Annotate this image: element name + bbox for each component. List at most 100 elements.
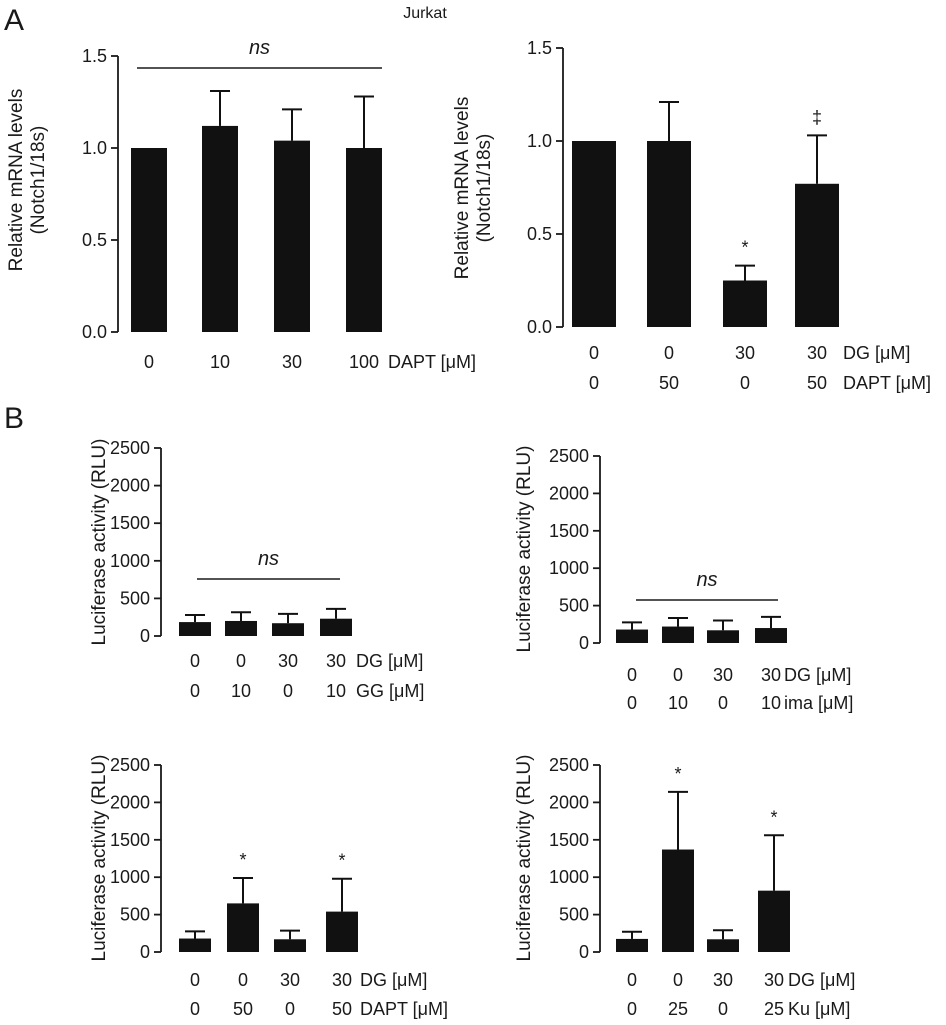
condition-value: 0	[627, 693, 637, 713]
condition-value: 0	[190, 970, 200, 990]
condition-value: 10	[326, 681, 346, 701]
significance-mark: *	[770, 807, 777, 827]
bar	[616, 629, 648, 643]
bar	[225, 620, 257, 636]
y-tick-label: 1000	[110, 551, 150, 571]
y-tick-label: 500	[559, 596, 589, 616]
condition-label: DG [μM]	[784, 665, 851, 685]
y-tick-label: 0	[579, 942, 589, 962]
y-axis-label: Relative mRNA levels	[452, 97, 473, 280]
y-tick-label: 1500	[110, 513, 150, 533]
y-axis-label: Luciferase activity (RLU)	[514, 446, 535, 653]
y-axis-label: Luciferase activity (RLU)	[514, 755, 535, 962]
condition-value: 0	[589, 343, 599, 363]
y-tick-label: 2000	[549, 792, 589, 812]
y-axis-label: (Notch1/18s)	[474, 134, 495, 243]
y-tick-label: 0.5	[82, 230, 107, 250]
condition-value: 0	[718, 693, 728, 713]
y-tick-label: 500	[559, 905, 589, 925]
condition-value: 0	[190, 651, 200, 671]
y-tick-label: 1500	[549, 830, 589, 850]
condition-value: 0	[236, 651, 246, 671]
condition-value: 30	[713, 665, 733, 685]
y-tick-label: 2500	[110, 755, 150, 775]
condition-value: 0	[589, 373, 599, 393]
condition-label: Ku [μM]	[788, 999, 850, 1019]
condition-label: DAPT [μM]	[388, 352, 476, 372]
condition-value: 100	[349, 352, 379, 372]
condition-value: 30	[713, 970, 733, 990]
y-axis-label: (Notch1/18s)	[28, 126, 49, 235]
y-axis-label: Luciferase activity (RLU)	[89, 755, 110, 962]
bar	[346, 148, 382, 332]
significance-mark: *	[674, 764, 681, 784]
y-tick-label: 2500	[549, 755, 589, 775]
bar	[723, 280, 767, 327]
y-tick-label: 2000	[110, 792, 150, 812]
y-tick-label: 1.5	[82, 46, 107, 66]
y-axis-label: Relative mRNA levels	[6, 89, 27, 272]
condition-value: 10	[231, 681, 251, 701]
y-tick-label: 0.5	[527, 224, 552, 244]
condition-value: 10	[210, 352, 230, 372]
condition-label: DG [μM]	[788, 970, 855, 990]
bar	[272, 623, 304, 636]
bar	[202, 125, 238, 332]
condition-value: 30	[332, 970, 352, 990]
condition-value: 30	[278, 651, 298, 671]
y-tick-label: 1000	[549, 867, 589, 887]
condition-value: 0	[664, 343, 674, 363]
condition-value: 30	[326, 651, 346, 671]
condition-label: DG [μM]	[356, 651, 423, 671]
significance-mark: *	[338, 851, 345, 871]
condition-label: DG [μM]	[360, 970, 427, 990]
bar	[274, 939, 306, 952]
condition-value: 0	[627, 665, 637, 685]
y-tick-label: 0.0	[82, 322, 107, 342]
significance-mark: *	[239, 850, 246, 870]
ns-label: ns	[249, 37, 270, 59]
panel-label-b: B	[4, 402, 24, 435]
condition-label: DAPT [μM]	[360, 999, 448, 1019]
bar	[662, 626, 694, 643]
condition-value: 30	[280, 970, 300, 990]
bar	[795, 183, 839, 327]
condition-value: 0	[283, 681, 293, 701]
condition-value: 0	[627, 970, 637, 990]
y-axis-label: Luciferase activity (RLU)	[89, 439, 110, 646]
condition-value: 50	[807, 373, 827, 393]
condition-value: 0	[190, 681, 200, 701]
bar	[131, 148, 167, 332]
y-tick-label: 1000	[110, 867, 150, 887]
condition-value: 0	[673, 665, 683, 685]
condition-value: 0	[718, 999, 728, 1019]
y-tick-label: 2000	[549, 483, 589, 503]
bar	[179, 622, 211, 636]
significance-mark: ‡	[812, 107, 822, 127]
condition-value: 25	[668, 999, 688, 1019]
condition-value: 50	[659, 373, 679, 393]
bar	[647, 141, 691, 327]
y-tick-label: 2500	[549, 446, 589, 466]
bar	[320, 618, 352, 636]
y-tick-label: 1500	[110, 830, 150, 850]
y-tick-label: 500	[120, 588, 150, 608]
bar	[662, 849, 694, 952]
condition-value: 0	[740, 373, 750, 393]
bar	[755, 628, 787, 643]
condition-label: ima [μM]	[784, 693, 853, 713]
chart-notch1-dg-dapt: 0.0 0.5 1.0 1.5 Relative mRNA levels (Notch1/…	[452, 38, 931, 393]
y-tick-label: 1000	[549, 558, 589, 578]
bar	[326, 911, 358, 952]
y-tick-label: 1.5	[527, 38, 552, 58]
y-tick-label: 0	[579, 633, 589, 653]
condition-value: 0	[285, 999, 295, 1019]
significance-mark: *	[741, 238, 748, 258]
condition-value: 0	[238, 970, 248, 990]
bar	[572, 141, 616, 327]
y-tick-label: 0.0	[527, 317, 552, 337]
